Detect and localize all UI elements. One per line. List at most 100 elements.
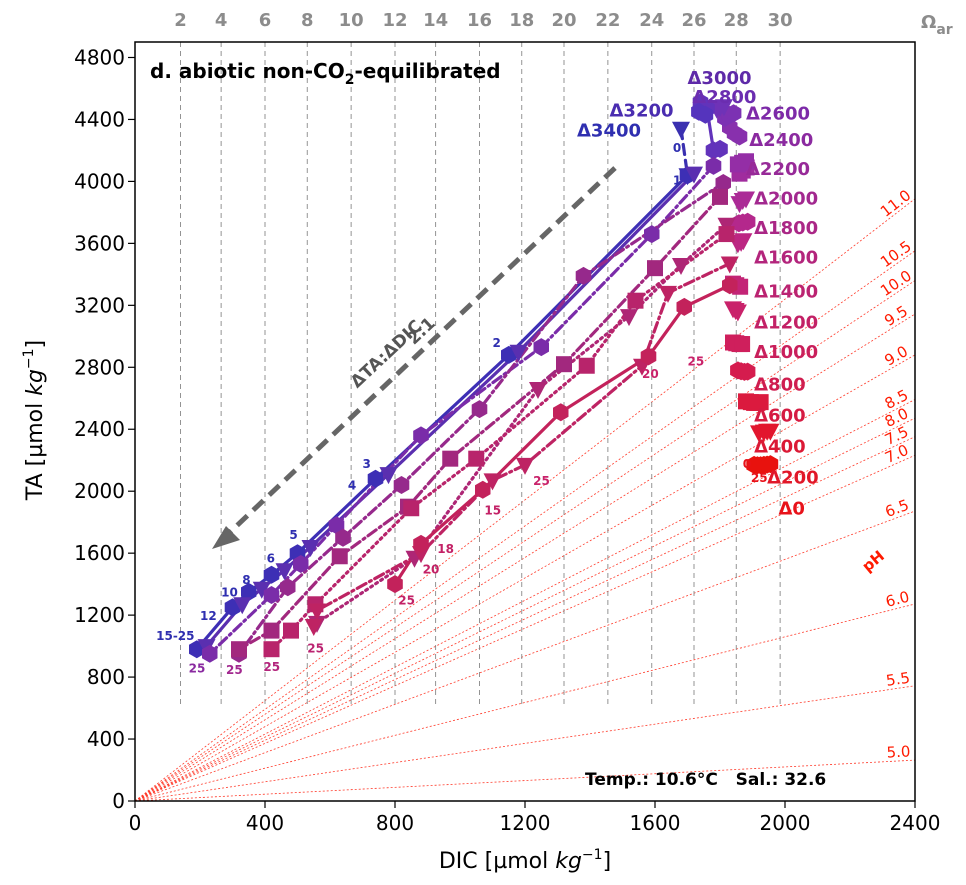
y-tick-label: 4000 bbox=[74, 169, 125, 193]
y-tick-label: 3200 bbox=[74, 293, 125, 317]
hexagon-marker bbox=[676, 297, 692, 316]
delta-label: Δ2200 bbox=[746, 159, 810, 180]
omega-isolines bbox=[180, 42, 781, 709]
triangle-marker bbox=[672, 258, 690, 276]
square-marker bbox=[442, 450, 459, 467]
time-label: 12 bbox=[200, 609, 217, 623]
y-tick-label: 800 bbox=[87, 665, 125, 689]
x-tick-label: 0 bbox=[129, 811, 142, 835]
hexagon-marker bbox=[722, 276, 738, 295]
omega-tick-label: 4 bbox=[215, 10, 228, 31]
ph-isoline-label: 6.5 bbox=[883, 496, 912, 521]
hexagon-marker bbox=[644, 225, 660, 244]
delta-label: Δ1400 bbox=[754, 282, 818, 303]
triangle-marker bbox=[734, 233, 753, 251]
hexagon-marker bbox=[293, 555, 309, 573]
y-tick-label: 2000 bbox=[74, 479, 125, 503]
x-tick-label: 2400 bbox=[890, 811, 941, 835]
time-label: 4 bbox=[348, 479, 356, 493]
y-tick-label: 1600 bbox=[74, 541, 125, 565]
triangle-marker bbox=[308, 603, 326, 621]
square-marker bbox=[627, 292, 644, 309]
x-tick-label: 1200 bbox=[500, 811, 551, 835]
ph-isoline-label: 5.5 bbox=[885, 669, 911, 690]
omega-tick-label: 30 bbox=[768, 10, 793, 31]
ph-isoline bbox=[135, 685, 915, 801]
y-tick-label: 3600 bbox=[74, 231, 125, 255]
ph-isoline bbox=[135, 250, 915, 801]
series-line bbox=[312, 261, 732, 628]
ph-labels: 11.010.510.09.59.08.58.07.57.06.56.05.55… bbox=[877, 186, 915, 762]
omega-tick-label: 20 bbox=[551, 10, 576, 31]
delta-label: Δ3000 bbox=[688, 68, 752, 89]
hexagon-marker bbox=[202, 644, 218, 663]
triangle-marker bbox=[379, 467, 398, 485]
time-label: 25 bbox=[263, 660, 280, 674]
y-tick-label: 400 bbox=[87, 727, 125, 751]
time-label: 1 bbox=[673, 174, 681, 188]
delta-label: Δ400 bbox=[754, 436, 806, 457]
ph-isoline bbox=[135, 354, 915, 801]
ph-isoline-label: 11.0 bbox=[877, 186, 914, 221]
hexagon-marker bbox=[335, 528, 351, 547]
omega-tick-label: 10 bbox=[339, 10, 364, 31]
hexagon-marker bbox=[575, 266, 592, 285]
hexagon-marker bbox=[471, 400, 488, 419]
square-marker bbox=[403, 500, 420, 517]
triangle-marker bbox=[516, 457, 534, 475]
hexagon-marker bbox=[263, 565, 280, 584]
triangle-marker bbox=[412, 546, 430, 564]
ph-isolines bbox=[135, 198, 915, 801]
time-label: 0 bbox=[743, 457, 751, 471]
delta-label: Δ3200 bbox=[610, 100, 674, 121]
omega-axis: 2 4 6 8 10 12 14 16 18 20 22 24 26 28 30 bbox=[174, 10, 792, 31]
hexagon-marker bbox=[413, 534, 429, 553]
time-label: 20 bbox=[642, 367, 659, 381]
hexagon-marker bbox=[739, 212, 756, 231]
square-marker bbox=[712, 188, 728, 205]
triangle-marker bbox=[728, 304, 747, 322]
square-marker bbox=[752, 394, 769, 411]
hexagon-marker bbox=[640, 347, 657, 366]
triangle-marker bbox=[720, 256, 739, 274]
ph-isoline bbox=[135, 436, 915, 801]
series-markers bbox=[189, 93, 780, 663]
omega-tick-label: 18 bbox=[509, 10, 534, 31]
y-axis-label: TA [µmol kg−1] bbox=[21, 340, 48, 501]
time-label: 15-25 bbox=[156, 629, 194, 643]
omega-tick-label: 28 bbox=[724, 10, 749, 31]
square-marker bbox=[263, 622, 280, 639]
delta-label: Δ200 bbox=[767, 467, 819, 488]
time-label: 18 bbox=[437, 542, 454, 556]
hexagon-marker bbox=[697, 105, 714, 124]
time-label: 3 bbox=[363, 457, 371, 471]
triangle-marker bbox=[233, 597, 252, 615]
x-tick-label: 400 bbox=[246, 811, 284, 835]
square-marker bbox=[556, 356, 572, 373]
triangle-marker bbox=[301, 539, 320, 557]
series-line bbox=[237, 195, 722, 651]
delta-label: Δ1800 bbox=[754, 218, 818, 239]
delta-label: Δ2600 bbox=[746, 103, 810, 124]
triangle-marker bbox=[509, 344, 528, 362]
hexagon-marker bbox=[263, 586, 280, 604]
square-marker bbox=[331, 548, 348, 565]
triangle-marker bbox=[529, 381, 547, 399]
time-label: 25 bbox=[533, 474, 550, 488]
omega-tick-label: 8 bbox=[301, 10, 314, 31]
hexagon-marker bbox=[715, 174, 731, 192]
square-marker bbox=[738, 153, 754, 170]
ph-isoline-label: 10.0 bbox=[877, 267, 915, 301]
hexagon-marker bbox=[328, 516, 345, 535]
omega-tick-label: 2 bbox=[174, 10, 187, 31]
ratio-arrow: ΔTA:ΔDIC 2:1 bbox=[212, 166, 617, 549]
x-tick-label: 1600 bbox=[630, 811, 681, 835]
omega-tick-label: 6 bbox=[259, 10, 272, 31]
x-tick-label: 2000 bbox=[760, 811, 811, 835]
square-marker bbox=[468, 450, 485, 467]
triangle-marker bbox=[685, 166, 703, 184]
ph-isoline-label: 10.5 bbox=[877, 237, 915, 271]
y-tick-label: 4400 bbox=[74, 107, 125, 131]
triangle-marker bbox=[252, 581, 271, 599]
